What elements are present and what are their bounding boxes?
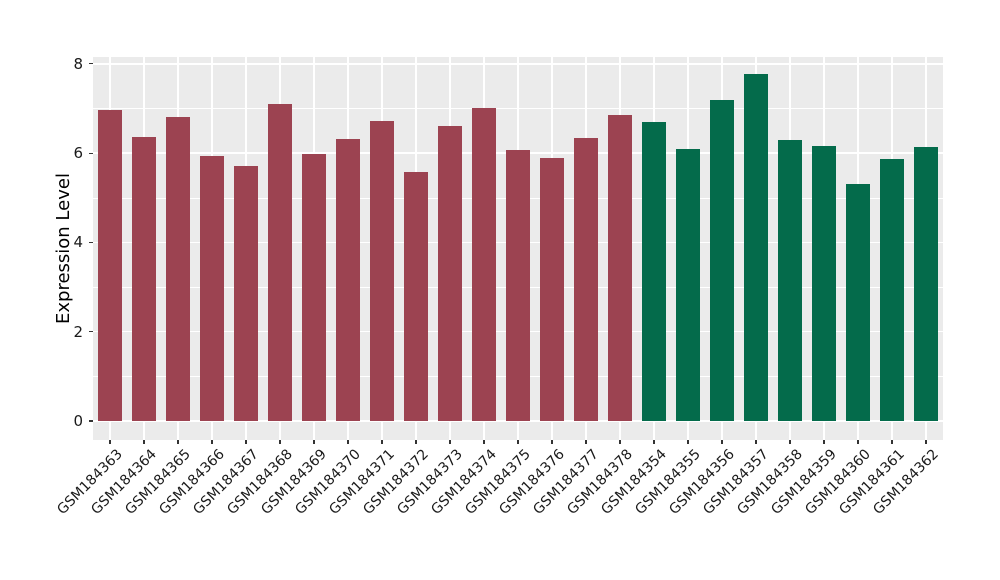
x-tick-mark [619,440,621,444]
bar-GSM184355 [676,149,700,421]
x-tick-mark [313,440,315,444]
bar-GSM184356 [710,99,734,421]
bar-GSM184360 [846,183,870,421]
x-tick-mark [687,440,689,444]
bar-GSM184367 [234,166,258,421]
y-tick-mark [89,63,93,65]
x-tick-mark [857,440,859,444]
y-tick-mark [89,420,93,422]
bar-GSM184375 [506,149,530,421]
bar-GSM184371 [370,120,394,421]
x-tick-mark [823,440,825,444]
bar-GSM184374 [472,108,496,421]
bar-GSM184365 [166,116,190,421]
y-tick-mark [89,331,93,333]
bar-GSM184377 [574,137,598,421]
y-tick-label: 4 [73,233,83,252]
x-tick-mark [109,440,111,444]
x-tick-mark [755,440,757,444]
bar-GSM184358 [778,140,802,421]
x-tick-mark [721,440,723,444]
y-tick-mark [89,241,93,243]
bar-GSM184357 [744,73,768,421]
x-tick-mark [245,440,247,444]
x-tick-mark [653,440,655,444]
x-tick-mark [279,440,281,444]
bar-GSM184378 [608,115,632,421]
x-tick-mark [925,440,927,444]
x-tick-mark [415,440,417,444]
bar-GSM184370 [336,139,360,421]
bar-GSM184376 [540,158,564,421]
bar-GSM184361 [880,158,904,421]
bar-GSM184368 [268,103,292,421]
plot-panel [93,57,943,440]
x-tick-mark [551,440,553,444]
x-tick-mark [177,440,179,444]
x-tick-mark [891,440,893,444]
y-tick-mark [89,152,93,154]
y-tick-label: 0 [73,412,83,430]
x-tick-mark [143,440,145,444]
x-tick-mark [347,440,349,444]
bar-GSM184369 [302,153,326,421]
x-tick-mark [381,440,383,444]
y-tick-label: 8 [73,54,83,73]
y-tick-label: 2 [73,322,83,341]
x-tick-mark [449,440,451,444]
x-tick-mark [483,440,485,444]
bar-GSM184363 [98,110,122,421]
bar-GSM184366 [200,155,224,421]
bar-GSM184359 [812,145,836,421]
bar-GSM184364 [132,137,156,421]
x-tick-mark [211,440,213,444]
x-tick-mark [585,440,587,444]
y-tick-label: 6 [73,144,83,163]
bar-GSM184372 [404,171,428,421]
x-tick-mark [789,440,791,444]
bar-GSM184354 [642,122,666,421]
x-tick-mark [517,440,519,444]
bar-GSM184373 [438,126,462,421]
bar-GSM184362 [914,146,938,421]
